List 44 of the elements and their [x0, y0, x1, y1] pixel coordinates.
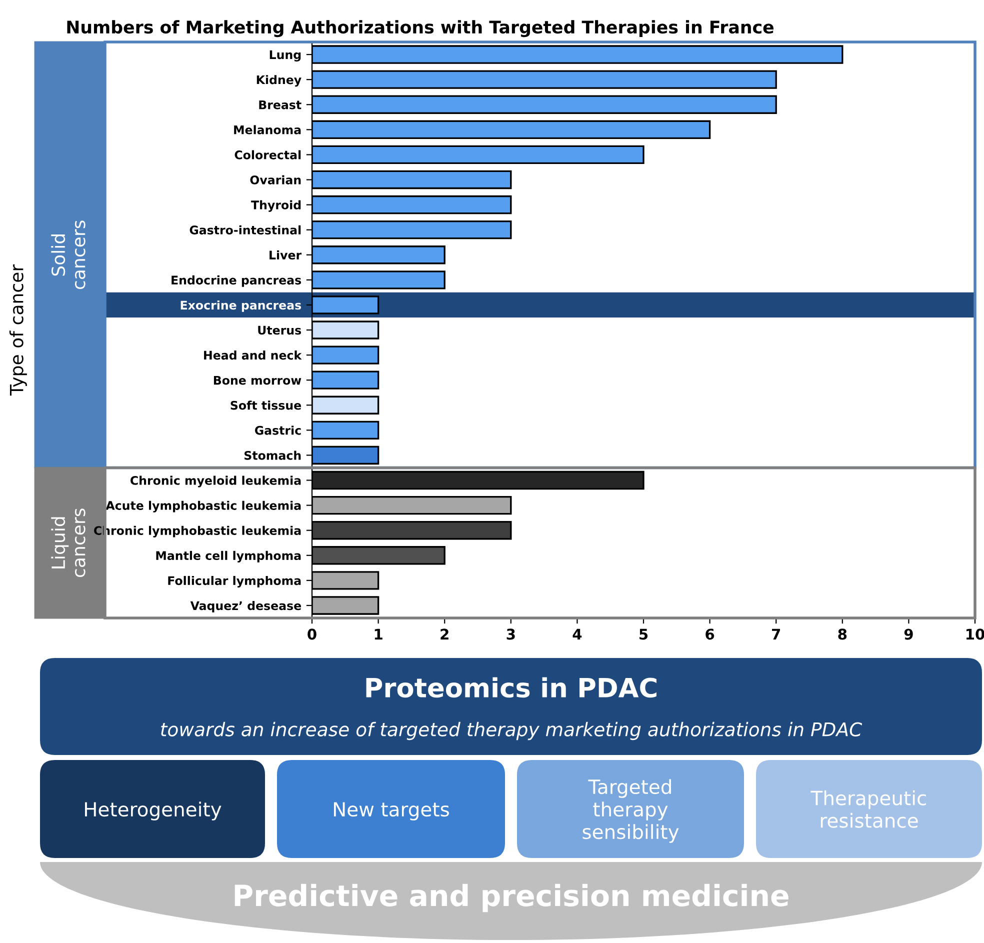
- x-tick-label: 4: [572, 628, 582, 640]
- y-tick-label: Gastro-intestinal: [190, 225, 301, 234]
- y-tick-label: Bone morrow: [214, 376, 302, 385]
- text: Predictive and precision medicine: [234, 884, 788, 912]
- x-tick-label: 9: [904, 628, 913, 640]
- y-tick-label: Soft tissue: [230, 400, 302, 410]
- x-tick-label: 0: [308, 628, 316, 640]
- y-tick-label: Acute lymphobastic leukemia: [106, 500, 301, 512]
- y-tick-label: Gastric: [254, 426, 301, 435]
- y-tick-label: Vaquez’ desease: [190, 600, 302, 612]
- y-tick-label: Colorectal: [234, 150, 301, 160]
- y-tick-label: Breast: [259, 100, 302, 110]
- y-tick-label: Chronic myeloid leukemia: [130, 476, 301, 488]
- x-tick-label: 10: [966, 628, 984, 640]
- x-tick-label: 3: [506, 628, 515, 640]
- text: Liquid cancers: [51, 508, 86, 578]
- text: Proteomics in PDAC: [366, 677, 656, 698]
- y-tick-label: Ovarian: [250, 175, 301, 184]
- y-tick-label: Exocrine pancreas: [180, 300, 302, 312]
- y-tick-label: Lung: [270, 50, 301, 62]
- x-tick-label: 7: [772, 628, 780, 640]
- y-tick-label: Mantle cell lymphoma: [156, 550, 301, 562]
- text: New targets: [334, 802, 449, 820]
- x-tick-label: 8: [838, 628, 847, 640]
- x-tick-label: 1: [374, 628, 382, 640]
- y-tick-label: Endocrine pancreas: [172, 275, 302, 287]
- x-tick-label: 6: [706, 628, 714, 640]
- text: Targeted therapy sensibility: [582, 779, 679, 843]
- y-tick-label: Stomach: [244, 450, 301, 460]
- text: Heterogeneity: [85, 802, 222, 820]
- y-tick-label: Head and neck: [204, 350, 302, 360]
- text: Solid cancers: [51, 220, 86, 290]
- chart-title: Numbers of Marketing Authorizations with Targeted Therapies in France: [67, 20, 774, 38]
- y-axis-title: Type of cancer: [9, 264, 27, 396]
- x-tick-label: 2: [440, 628, 448, 640]
- text: Therapeutic resistance: [810, 790, 926, 828]
- y-tick-label: Thyroid: [251, 200, 301, 212]
- y-tick-label: Uterus: [258, 326, 302, 335]
- x-tick-label: 5: [640, 628, 648, 640]
- y-tick-label: Kidney: [256, 75, 302, 87]
- y-tick-label: Melanoma: [234, 125, 301, 134]
- y-tick-label: Follicular lymphoma: [168, 576, 301, 588]
- y-tick-label: Liver: [270, 250, 302, 260]
- text: towards an increase of targeted therapy marketing authorizations in PDAC: [161, 722, 862, 740]
